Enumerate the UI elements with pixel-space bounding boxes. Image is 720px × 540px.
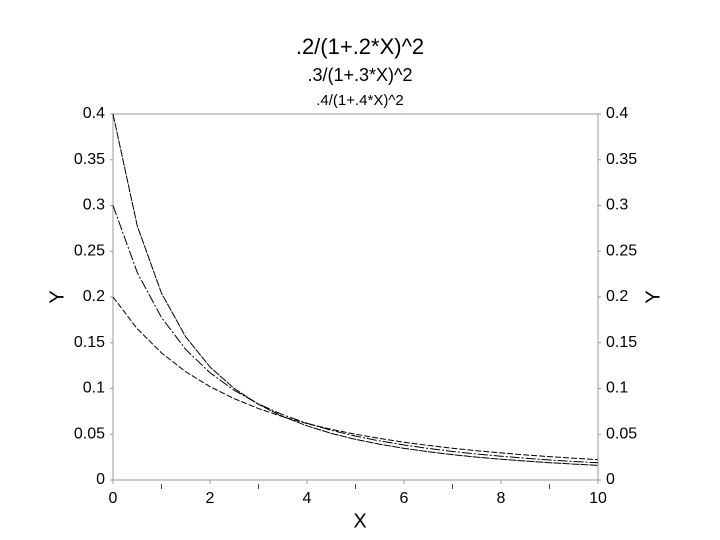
- y-tick-label: 0.4: [83, 105, 105, 122]
- y2-axis-label: Y: [642, 290, 664, 303]
- y2-tick-label: 0: [606, 471, 615, 488]
- x-tick-label: 4: [303, 490, 312, 507]
- x-axis-label: X: [353, 510, 366, 532]
- y-tick-label: 0.15: [74, 334, 105, 351]
- y-tick-label: 0.05: [74, 425, 105, 442]
- line-series: [112, 205, 599, 464]
- y-tick-label: 0.35: [74, 151, 105, 168]
- y2-tick-label: 0.15: [606, 334, 637, 351]
- x-tick-label: 10: [589, 490, 607, 507]
- y-tick-label: 0: [96, 471, 105, 488]
- y-axis-label: Y: [46, 290, 68, 303]
- line-series: [112, 113, 599, 466]
- x-tick-label: 2: [206, 490, 215, 507]
- series-title: .2/(1+.2*X)^2: [296, 34, 424, 59]
- y2-tick-label: 0.25: [606, 242, 637, 259]
- y2-tick-label: 0.05: [606, 425, 637, 442]
- x-tick-label: 0: [109, 490, 118, 507]
- y-tick-label: 0.3: [83, 197, 105, 214]
- y-tick-label: 0.25: [74, 242, 105, 259]
- y2-tick-label: 0.3: [606, 197, 628, 214]
- y2-tick-label: 0.35: [606, 151, 637, 168]
- series-title: .3/(1+.3*X)^2: [307, 65, 412, 85]
- y2-tick-label: 0.4: [606, 105, 628, 122]
- y-tick-label: 0.1: [83, 380, 105, 397]
- y2-tick-label: 0.1: [606, 380, 628, 397]
- series-title: .4/(1+.4*X)^2: [316, 92, 404, 109]
- x-tick-label: 8: [497, 490, 506, 507]
- y2-tick-label: 0.2: [606, 288, 628, 305]
- plot-frame: [112, 113, 599, 481]
- line-series: [112, 296, 599, 461]
- y-tick-label: 0.2: [83, 288, 105, 305]
- x-tick-label: 6: [400, 490, 409, 507]
